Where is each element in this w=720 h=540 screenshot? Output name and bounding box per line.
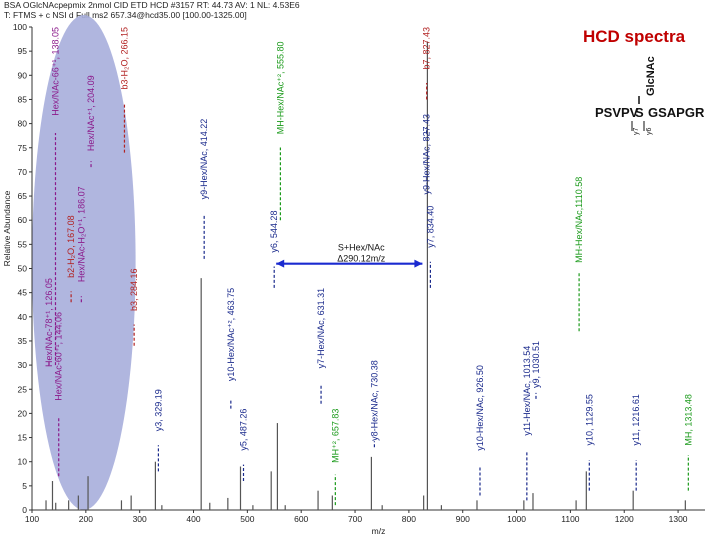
x-tick-label: 1300 xyxy=(669,514,688,524)
y-tick-label: 50 xyxy=(18,264,28,274)
peak-annotation-label: Hex/NAc⁺¹, 204.09 xyxy=(86,75,96,151)
peak-annotation-label: MH-Hex/NAc⁺², 555.80 xyxy=(275,41,285,134)
peak-annotation-label: Hex/NAc-60⁺¹, 144.06 xyxy=(54,312,64,401)
header-line-1: BSA OGlcNAcpepmix 2nmol CID ETD HCD #315… xyxy=(4,0,300,10)
peak-annotation-label: y6, 544.28 xyxy=(269,211,279,253)
x-tick-label: 400 xyxy=(186,514,200,524)
peak-annotation-label: Hex/NAc-H₂O⁺¹, 186.07 xyxy=(76,186,86,282)
y-tick-label: 80 xyxy=(18,119,28,129)
y-tick-label: 90 xyxy=(18,70,28,80)
peak-annotation-label: y9, 1030.51 xyxy=(531,341,541,388)
x-tick-label: 900 xyxy=(456,514,470,524)
header-line-2: T: FTMS + c NSI d Full ms2 657.34@hcd35.… xyxy=(4,10,247,20)
sequence-right: GSAPGR xyxy=(648,105,705,120)
sequence-left: PSVPV xyxy=(595,105,639,120)
peak-annotation-label: y10-Hex/NAc⁺², 463.75 xyxy=(226,288,236,381)
x-tick-label: 300 xyxy=(133,514,147,524)
y-tick-label: 20 xyxy=(18,408,28,418)
peak-annotation-label: y9-Hex/NAc, 827.43 xyxy=(422,114,432,195)
x-tick-label: 1000 xyxy=(507,514,526,524)
y-tick-label: 60 xyxy=(18,215,28,225)
x-tick-label: 1200 xyxy=(615,514,634,524)
y-tick-label: 70 xyxy=(18,167,28,177)
peak-annotation-label: y7, 834.40 xyxy=(425,206,435,248)
peak-annotation-label: y10-Hex/NAc, 926.50 xyxy=(475,365,485,451)
peak-annotation-label: y10, 1129.55 xyxy=(584,394,594,445)
peak-annotation-label: b3, 284.16 xyxy=(129,269,139,312)
x-tick-label: 500 xyxy=(240,514,254,524)
x-tick-label: 100 xyxy=(25,514,39,524)
peak-annotation-label: y11-Hex/NAc, 1013.54 xyxy=(522,346,532,436)
x-axis-label: m/z xyxy=(372,526,386,536)
peak-annotation-label: b3-H₂O, 266.15 xyxy=(119,27,129,90)
y-tick-label: 45 xyxy=(18,288,28,298)
peak-annotation-label: MH-Hex/NAc,1110.58 xyxy=(574,177,584,263)
peak-annotation-label: y7-Hex/NAc, 631.31 xyxy=(316,288,326,369)
peak-annotation-label: y11, 1216.61 xyxy=(631,394,641,445)
y-tick-label: 25 xyxy=(18,384,28,394)
peptide-sequence: PSVPV S GSAPGR GlcNAc y7 y6 xyxy=(595,56,705,135)
peak-annotation-label: y8-Hex/NAc, 730.38 xyxy=(369,360,379,441)
y-tick-label: 0 xyxy=(22,505,27,515)
peak-annotation-label: Hex/NAc-78⁺¹, 126.05 xyxy=(44,278,54,367)
oxonium-region-highlight xyxy=(32,15,136,510)
y-tick-label: 65 xyxy=(18,191,28,201)
y-tick-label: 40 xyxy=(18,312,28,322)
y-tick-label: 5 xyxy=(22,481,27,491)
delta-arrow-right-head xyxy=(414,259,423,268)
peak-annotation-label: y5, 487.26 xyxy=(239,409,249,451)
delta-arrow-left-head xyxy=(276,259,285,268)
y-tick-label: 10 xyxy=(18,457,28,467)
x-tick-label: 800 xyxy=(402,514,416,524)
y-tick-label: 15 xyxy=(18,433,28,443)
y-axis-label: Relative Abundance xyxy=(2,190,12,266)
sequence-glyco-site: S xyxy=(635,105,644,120)
peak-annotation-label: b7, 827.43 xyxy=(422,27,432,70)
peak-annotation-label: y3, 329.19 xyxy=(153,389,163,431)
peak-annotation-label: b2-H₂O, 167.08 xyxy=(66,215,76,278)
peak-annotation-label: MH⁺², 657.83 xyxy=(330,409,340,463)
x-tick-label: 1100 xyxy=(561,514,580,524)
x-tick-label: 600 xyxy=(294,514,308,524)
y-tick-label: 35 xyxy=(18,336,28,346)
x-tick-label: 200 xyxy=(79,514,93,524)
spectrum-header: BSA OGlcNAcpepmix 2nmol CID ETD HCD #315… xyxy=(4,0,300,20)
delta-label-line1: S+Hex/NAc xyxy=(338,243,385,253)
y-tick-label: 100 xyxy=(13,22,27,32)
peak-annotation-label: Hex/NAc-66⁺¹, 138.05 xyxy=(50,27,60,116)
glycan-label: GlcNAc xyxy=(645,56,657,96)
delta-label-line2: Δ290.12m/z xyxy=(337,254,386,264)
y-tick-label: 85 xyxy=(18,94,28,104)
y7-cleavage-label: y7 xyxy=(633,128,640,136)
peak-annotation-label: y9-Hex/NAc, 414.22 xyxy=(199,119,209,200)
peak-annotation-label: MH, 1313.48 xyxy=(683,394,693,446)
y-tick-label: 95 xyxy=(18,46,28,56)
chart-title: HCD spectra xyxy=(583,27,686,46)
y-tick-label: 75 xyxy=(18,143,28,153)
y-tick-label: 55 xyxy=(18,239,28,249)
y6-cleavage-label: y6 xyxy=(646,128,653,136)
y-tick-label: 30 xyxy=(18,360,28,370)
x-tick-label: 700 xyxy=(348,514,362,524)
